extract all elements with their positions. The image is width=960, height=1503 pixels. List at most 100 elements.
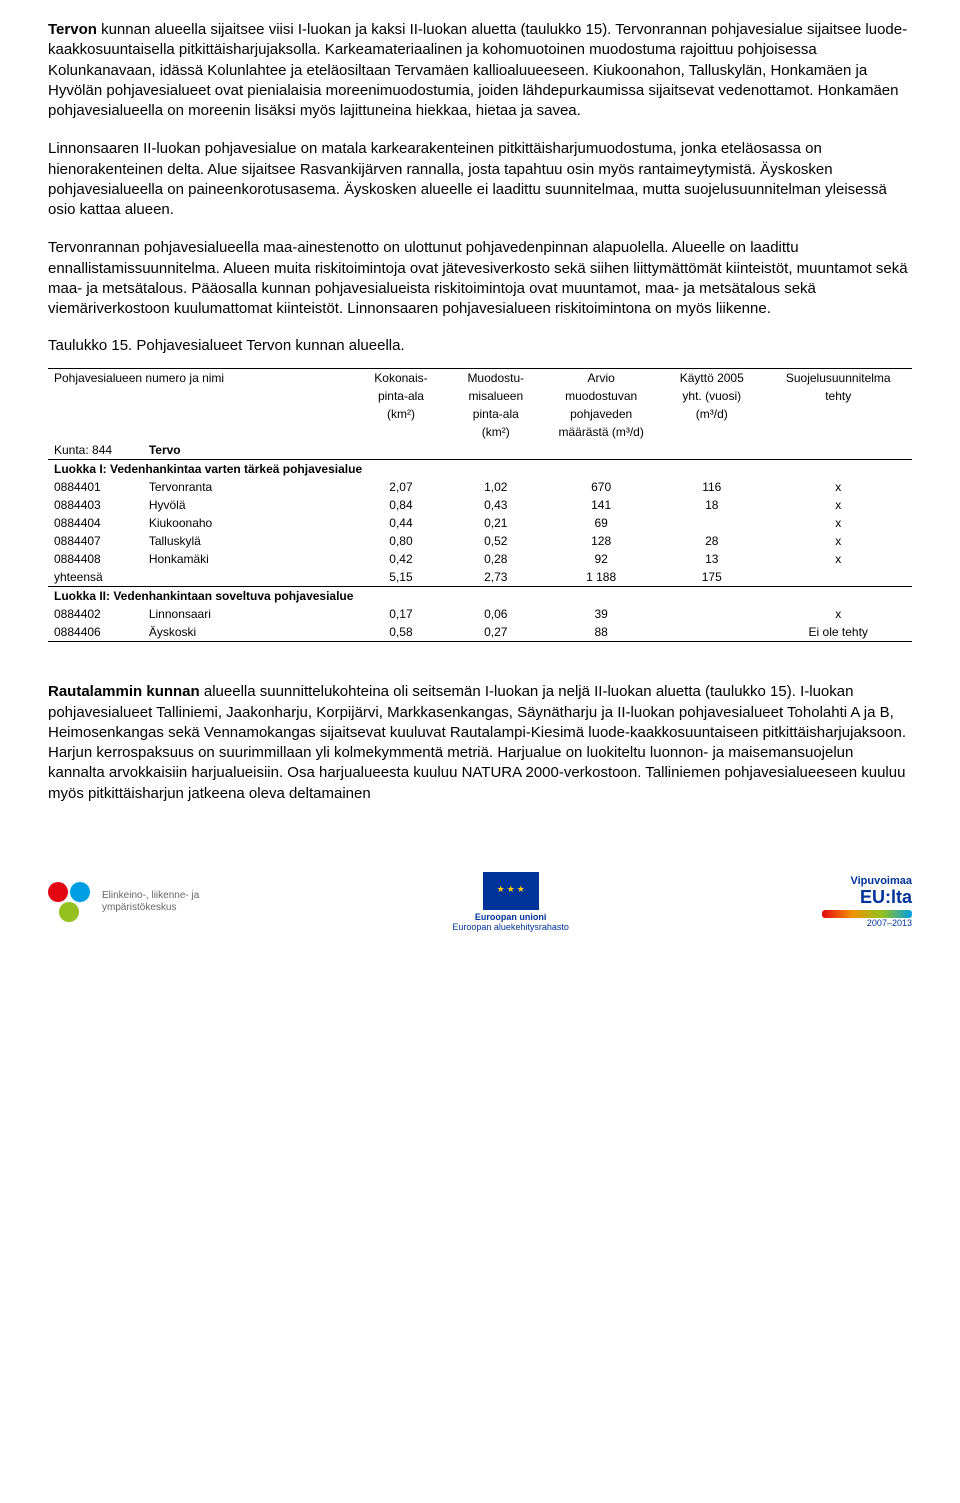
vipu-line2: EU:lta bbox=[860, 887, 912, 907]
cell-name: Honkamäki bbox=[143, 550, 354, 568]
hdr-c4b: muodostuvan bbox=[543, 387, 659, 405]
eu-flag-icon bbox=[483, 872, 539, 910]
cell-id: 0884407 bbox=[48, 532, 143, 550]
cell-b: 0,52 bbox=[448, 532, 543, 550]
g1-sum-c: 1 188 bbox=[543, 568, 659, 587]
hdr-c5a: Käyttö 2005 bbox=[659, 369, 764, 388]
g1-sum-b: 2,73 bbox=[448, 568, 543, 587]
cell-e: x bbox=[764, 478, 912, 496]
g1-sum-d: 175 bbox=[659, 568, 764, 587]
table-row: 0884408Honkamäki0,420,289213x bbox=[48, 550, 912, 568]
cell-id: 0884403 bbox=[48, 496, 143, 514]
cell-d bbox=[659, 623, 764, 642]
table-row: 0884402Linnonsaari0,170,0639 x bbox=[48, 605, 912, 623]
hdr-c6a: Suojelusuunnitelma bbox=[764, 369, 912, 388]
paragraph-4: Rautalammin kunnan alueella suunnitteluk… bbox=[48, 682, 912, 804]
g1-sum-e bbox=[764, 568, 912, 587]
paragraph-2: Linnonsaaren II-luokan pohjavesialue on … bbox=[48, 139, 912, 220]
cell-e: Ei ole tehty bbox=[764, 623, 912, 642]
cell-e: x bbox=[764, 496, 912, 514]
group1-title: Luokka I: Vedenhankintaa varten tärkeä p… bbox=[48, 460, 912, 479]
eu-line2: Euroopan aluekehitysrahasto bbox=[452, 922, 569, 932]
table-row: 0884406Äyskoski0,580,2788 Ei ole tehty bbox=[48, 623, 912, 642]
hdr-c5c: (m³/d) bbox=[659, 405, 764, 423]
hdr-c6b: tehty bbox=[764, 387, 912, 405]
hdr-c3c: pinta-ala bbox=[448, 405, 543, 423]
eu-logo: Euroopan unioni Euroopan aluekehitysraha… bbox=[452, 872, 569, 932]
cell-name: Kiukoonaho bbox=[143, 514, 354, 532]
table-pohjavesialueet: Pohjavesialueen numero ja nimi Kokonais-… bbox=[48, 368, 912, 642]
cell-a: 0,17 bbox=[354, 605, 449, 623]
cell-a: 0,42 bbox=[354, 550, 449, 568]
cell-b: 0,27 bbox=[448, 623, 543, 642]
cell-name: Talluskylä bbox=[143, 532, 354, 550]
cell-b: 1,02 bbox=[448, 478, 543, 496]
ely-line2: ympäristökeskus bbox=[102, 902, 199, 914]
hdr-c2b: pinta-ala bbox=[354, 387, 449, 405]
cell-b: 0,21 bbox=[448, 514, 543, 532]
cell-c: 670 bbox=[543, 478, 659, 496]
cell-d: 116 bbox=[659, 478, 764, 496]
table-row: 0884401Tervonranta2,071,02670116x bbox=[48, 478, 912, 496]
eu-line1: Euroopan unioni bbox=[475, 912, 547, 922]
cell-c: 69 bbox=[543, 514, 659, 532]
kunta-label: Kunta: 844 bbox=[48, 441, 143, 460]
paragraph-3: Tervonrannan pohjavesialueella maa-aines… bbox=[48, 238, 912, 319]
hdr-c4a: Arvio bbox=[543, 369, 659, 388]
cell-a: 0,44 bbox=[354, 514, 449, 532]
cell-c: 128 bbox=[543, 532, 659, 550]
vipu-bar-icon bbox=[822, 910, 912, 918]
footer: Elinkeino-, liikenne- ja ympäristökeskus… bbox=[48, 864, 912, 940]
cell-a: 0,58 bbox=[354, 623, 449, 642]
ely-mark-icon bbox=[48, 880, 92, 924]
hdr-c3a: Muodostu- bbox=[448, 369, 543, 388]
hdr-c3d: (km²) bbox=[448, 423, 543, 441]
hdr-c3b: misalueen bbox=[448, 387, 543, 405]
p1-rest: kunnan alueella sijaitsee viisi I-luokan… bbox=[48, 21, 907, 119]
cell-name: Tervonranta bbox=[143, 478, 354, 496]
table-row: 0884404Kiukoonaho0,440,2169x bbox=[48, 514, 912, 532]
cell-d bbox=[659, 605, 764, 623]
cell-a: 0,84 bbox=[354, 496, 449, 514]
cell-d: 18 bbox=[659, 496, 764, 514]
ely-line1: Elinkeino-, liikenne- ja bbox=[102, 890, 199, 902]
hdr-c4d: määrästä (m³/d) bbox=[543, 423, 659, 441]
ely-logo: Elinkeino-, liikenne- ja ympäristökeskus bbox=[48, 880, 199, 924]
hdr-c1: Pohjavesialueen numero ja nimi bbox=[48, 369, 354, 388]
cell-name: Hyvölä bbox=[143, 496, 354, 514]
cell-name: Linnonsaari bbox=[143, 605, 354, 623]
p4-bold: Rautalammin kunnan bbox=[48, 683, 200, 700]
cell-b: 0,06 bbox=[448, 605, 543, 623]
vipu-line1: Vipuvoimaa bbox=[850, 875, 912, 887]
kunta-name: Tervo bbox=[143, 441, 354, 460]
cell-e: x bbox=[764, 532, 912, 550]
cell-d: 13 bbox=[659, 550, 764, 568]
g1-sum-label: yhteensä bbox=[48, 568, 143, 587]
hdr-c2c: (km²) bbox=[354, 405, 449, 423]
cell-e: x bbox=[764, 605, 912, 623]
cell-id: 0884402 bbox=[48, 605, 143, 623]
cell-c: 88 bbox=[543, 623, 659, 642]
cell-c: 92 bbox=[543, 550, 659, 568]
cell-id: 0884401 bbox=[48, 478, 143, 496]
cell-c: 141 bbox=[543, 496, 659, 514]
hdr-c2a: Kokonais- bbox=[354, 369, 449, 388]
p1-bold: Tervon bbox=[48, 21, 97, 38]
cell-id: 0884408 bbox=[48, 550, 143, 568]
cell-name: Äyskoski bbox=[143, 623, 354, 642]
cell-b: 0,43 bbox=[448, 496, 543, 514]
cell-id: 0884406 bbox=[48, 623, 143, 642]
cell-c: 39 bbox=[543, 605, 659, 623]
hdr-c4c: pohjaveden bbox=[543, 405, 659, 423]
cell-e: x bbox=[764, 514, 912, 532]
table-caption: Taulukko 15. Pohjavesialueet Tervon kunn… bbox=[48, 337, 912, 354]
vipu-line3: 2007–2013 bbox=[867, 918, 912, 928]
cell-b: 0,28 bbox=[448, 550, 543, 568]
p4-rest: alueella suunnittelukohteina oli seitsem… bbox=[48, 683, 906, 801]
group2-title: Luokka II: Vedenhankintaan soveltuva poh… bbox=[48, 587, 912, 606]
ely-text: Elinkeino-, liikenne- ja ympäristökeskus bbox=[102, 890, 199, 914]
cell-a: 2,07 bbox=[354, 478, 449, 496]
cell-e: x bbox=[764, 550, 912, 568]
cell-a: 0,80 bbox=[354, 532, 449, 550]
table-row: 0884403Hyvölä0,840,4314118x bbox=[48, 496, 912, 514]
